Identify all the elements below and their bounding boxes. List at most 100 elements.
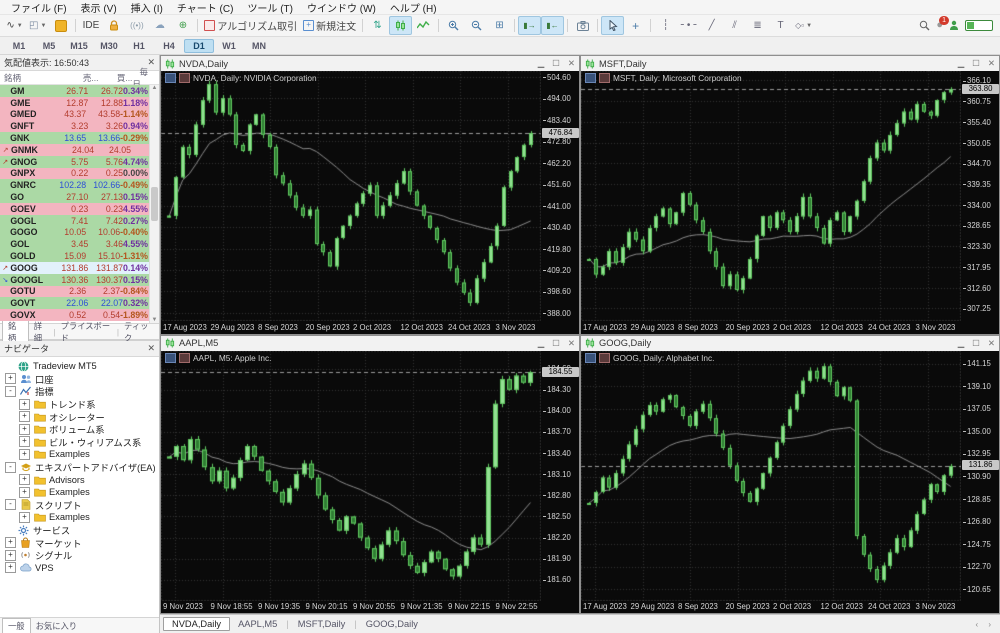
minimize-icon[interactable]: ▁ [957, 58, 965, 68]
close-icon[interactable]: ✕ [147, 57, 155, 67]
cloud-button[interactable]: ☁ [148, 16, 171, 35]
profiles-button[interactable]: ◰ ▼ [26, 16, 49, 35]
menu-item-表[interactable]: 表示 (V) [80, 3, 117, 15]
tree-item-13[interactable]: サービス [3, 524, 159, 537]
algo-trading-button[interactable]: アルゴリズム取引 [201, 16, 300, 35]
chart-window-titlebar[interactable]: GOOG,Daily ▁ ☐ ✕ [581, 335, 999, 351]
market-watch-row-gmed[interactable]: GMED 43.37 43.58 -1.14% [0, 108, 159, 121]
expander-icon[interactable]: + [19, 511, 30, 523]
channel-button[interactable]: ⫽ [723, 16, 746, 35]
time-axis[interactable]: 17 Aug 2023 29 Aug 2023 8 Sep 2023 20 Sep 2… [581, 600, 961, 613]
market-watch-row-gme[interactable]: GME 12.87 12.88 1.18% [0, 96, 159, 109]
market-watch-tab-0[interactable]: 銘柄 [2, 318, 29, 345]
metaeditor-button[interactable] [49, 16, 72, 35]
market-watch-tab-1[interactable]: 詳細 [33, 320, 43, 343]
column-header-2[interactable]: 買... [116, 72, 133, 83]
time-axis[interactable]: 17 Aug 2023 29 Aug 2023 8 Sep 2023 20 Sep 2… [581, 321, 961, 334]
minimize-icon[interactable]: ▁ [537, 58, 545, 68]
market-watch-row-gnk[interactable]: GNK 13.65 13.66 -0.29% [0, 132, 159, 144]
expander-icon[interactable]: + [19, 474, 30, 486]
price-axis[interactable]: 184.60184.30184.00183.70183.40183.10182.… [541, 351, 579, 601]
expander-icon[interactable]: + [19, 486, 30, 498]
close-icon[interactable]: ✕ [567, 58, 575, 68]
market-watch-row-googl[interactable]: ↘ GOOGL 130.36 130.37 0.15% [0, 273, 159, 286]
tree-item-10[interactable]: + Examples [3, 486, 159, 499]
market-watch-row-gm[interactable]: GM 26.71 26.72 0.34% [0, 85, 159, 97]
market-watch-row-goev[interactable]: GOEV 0.23 0.23 4.55% [0, 202, 159, 215]
market-watch-row-gotu[interactable]: GOTU 2.36 2.37 -0.84% [0, 285, 159, 298]
ide-button[interactable]: IDE [82, 20, 100, 31]
close-icon[interactable]: ✕ [987, 337, 995, 348]
close-icon[interactable]: ✕ [147, 343, 155, 353]
maximize-icon[interactable]: ☐ [552, 58, 560, 68]
expander-icon[interactable]: - [5, 461, 16, 473]
line-chart-button[interactable] [412, 16, 435, 35]
chart-template-button[interactable]: ∿ ▼ [3, 16, 26, 35]
price-axis[interactable]: 504.60 494.00 483.40 472.80 462.20 451.60 441.… [541, 71, 579, 321]
chart-window-aapl[interactable]: AAPL,M5 ▁☐✕ AAPL, M5: Apple Inc. 184.601… [160, 334, 580, 614]
fibonacci-button[interactable]: ≣ [746, 16, 769, 35]
tree-item-11[interactable]: - スクリプト [3, 499, 159, 512]
time-axis[interactable]: 9 Nov 2023 9 Nov 18:55 9 Nov 19:35 9 Nov 20… [161, 600, 541, 613]
tree-item-9[interactable]: + Advisors [3, 473, 159, 486]
new-order-button[interactable]: + 新規注文 [300, 16, 359, 35]
expander-icon[interactable]: + [19, 448, 30, 460]
scroll-up-icon[interactable]: ▲ [151, 85, 158, 91]
horizontal-line-button[interactable]: ╴•╶ [677, 16, 700, 35]
trendline-button[interactable]: ╱ [700, 16, 723, 35]
vertical-line-button[interactable]: ┆ [654, 16, 677, 35]
market-watch-row-gnft[interactable]: GNFT 3.23 3.26 0.94% [0, 120, 159, 133]
chart-window-goog[interactable]: GOOG,Daily ▁ ☐ ✕ GOOG, Daily: Alphabet Inc… [580, 334, 1000, 614]
price-axis[interactable]: 141.15 139.10 137.05 135.00 132.95 130.90 128.… [961, 351, 999, 601]
expander-icon[interactable]: + [19, 423, 30, 435]
shapes-button[interactable]: ◇▫ ▼ [792, 16, 815, 35]
chart-shift-button[interactable]: ▮← [541, 16, 565, 35]
market-watch-row-gogo[interactable]: GOGO 10.05 10.06 -0.40% [0, 226, 159, 239]
signals-button[interactable]: ((•)) [125, 16, 148, 35]
zoom-in-button[interactable] [442, 16, 465, 35]
market-watch-tab-2[interactable]: プライスボード [60, 320, 111, 343]
search-icon[interactable] [919, 20, 930, 31]
timeframe-m5[interactable]: M5 [42, 40, 56, 51]
timeframe-m30[interactable]: M30 [100, 40, 118, 51]
market-watch-tab-3[interactable]: ティック [124, 320, 149, 343]
price-axis[interactable]: 366.10 360.75 355.40 350.05 344.70 339.35 334.… [961, 71, 999, 321]
navigator-tab-1[interactable]: お気に入り [35, 620, 78, 631]
timeframe-m1[interactable]: M1 [12, 40, 26, 51]
tree-item-16[interactable]: + VPS [3, 562, 159, 575]
market-watch-row-govt[interactable]: GOVT 22.06 22.07 0.32% [0, 297, 159, 310]
maximize-icon[interactable]: ☐ [972, 337, 980, 348]
timeframe-mn[interactable]: MN [252, 40, 266, 51]
expander-icon[interactable]: + [19, 436, 30, 448]
expander-icon[interactable]: + [5, 537, 16, 549]
column-header-0[interactable]: 銘柄 [4, 72, 22, 83]
zoom-out-button[interactable] [465, 16, 488, 35]
candlestick-chart-button[interactable] [389, 16, 413, 35]
tree-item-5[interactable]: + ボリューム系 [3, 423, 159, 436]
chart-plot[interactable]: AAPL, M5: Apple Inc. 184.60184.30184.001… [161, 350, 579, 613]
chart-tab-2[interactable]: MSFT,Daily [297, 619, 346, 629]
lock-button[interactable] [102, 16, 125, 35]
timeframe-w1[interactable]: W1 [222, 40, 236, 51]
menu-item-ヘ[interactable]: ヘルプ (H) [389, 3, 437, 15]
expander-icon[interactable]: - [5, 499, 16, 511]
close-icon[interactable]: ✕ [567, 337, 575, 348]
chart-tab-3[interactable]: GOOG,Daily [365, 619, 418, 629]
expander-icon[interactable]: + [5, 373, 16, 385]
tree-item-1[interactable]: + 口座 [3, 373, 159, 386]
depth-of-market-button[interactable]: ⇅ [366, 16, 389, 35]
expander-icon[interactable]: + [5, 549, 16, 561]
crosshair-button[interactable]: + [624, 16, 647, 35]
time-axis[interactable]: 17 Aug 2023 29 Aug 2023 8 Sep 2023 20 Sep 2… [161, 321, 541, 334]
chart-window-msft[interactable]: MSFT,Daily ▁ ☐ ✕ MSFT, Daily: Microsoft Co… [580, 55, 1000, 335]
timeframe-m15[interactable]: M15 [70, 40, 88, 51]
chart-plot[interactable]: GOOG, Daily: Alphabet Inc. 141.15 139.10 1… [581, 350, 999, 613]
market-watch-row-gnog[interactable]: ↗ GNOG 5.75 5.76 4.74% [0, 155, 159, 168]
tree-item-15[interactable]: + シグナル [3, 549, 159, 562]
market-watch-row-gnmk[interactable]: ↗ GNMK 24.04 24.05 [0, 143, 159, 156]
maximize-icon[interactable]: ☐ [552, 337, 560, 348]
market-watch-row-gnrc[interactable]: GNRC 102.28 102.66 -0.49% [0, 179, 159, 192]
tree-item-0[interactable]: Tradeview MT5 [3, 360, 159, 373]
market-watch-row-goog[interactable]: ↗ GOOG 131.86 131.87 0.14% [0, 261, 159, 274]
tree-item-4[interactable]: + オシレーター [3, 410, 159, 423]
